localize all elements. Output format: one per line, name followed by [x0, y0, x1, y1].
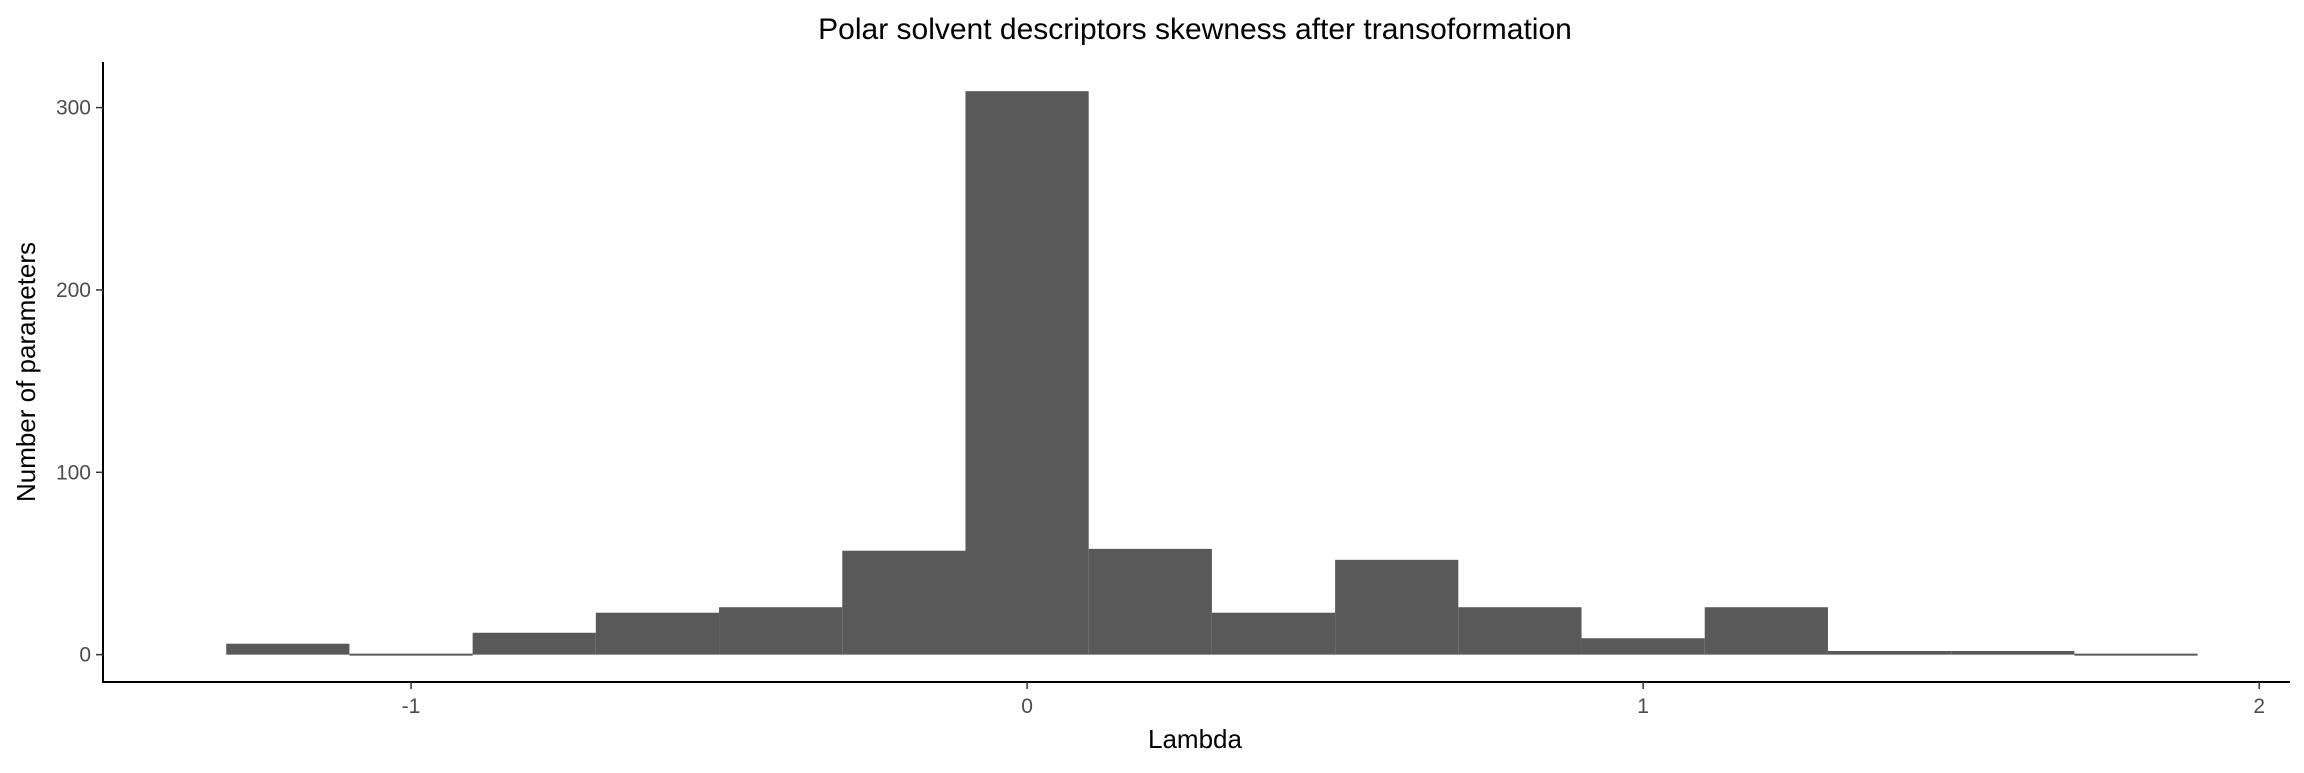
histogram-bar: [842, 550, 966, 655]
x-tick-label: 1: [1637, 695, 1649, 718]
histogram-bar: [349, 653, 473, 656]
histogram-bar: [1951, 651, 2075, 655]
x-ticks-group: -1 0 1 2: [402, 682, 2265, 718]
y-ticks-group: 0 100 200 300: [56, 97, 103, 667]
histogram-bar: [1211, 612, 1336, 655]
y-tick-label: 300: [56, 97, 91, 120]
bars-group: [226, 91, 2198, 656]
x-tick-label: 0: [1021, 695, 1033, 718]
histogram-bar: [226, 643, 350, 655]
histogram-bar: [1827, 651, 1952, 655]
x-tick-label: -1: [402, 695, 421, 718]
histogram-bar: [1458, 607, 1582, 655]
y-tick-label: 100: [56, 461, 91, 484]
histogram-bar: [1335, 559, 1459, 655]
histogram-bar: [1704, 607, 1828, 655]
histogram-bar: [595, 612, 720, 655]
histogram-bar: [1088, 548, 1212, 655]
histogram-bar: [965, 91, 1089, 655]
histogram-bar: [2074, 653, 2198, 656]
histogram-bar: [472, 632, 596, 655]
chart-title: Polar solvent descriptors skewness after…: [818, 13, 1572, 46]
histogram-bar: [719, 607, 843, 655]
y-tick-label: 200: [56, 279, 91, 302]
y-axis-title: Number of parameters: [11, 242, 41, 502]
x-axis-title: Lambda: [1148, 724, 1242, 754]
y-tick-label: 0: [79, 644, 91, 667]
histogram-bar: [1581, 638, 1705, 655]
x-tick-label: 2: [2253, 695, 2265, 718]
